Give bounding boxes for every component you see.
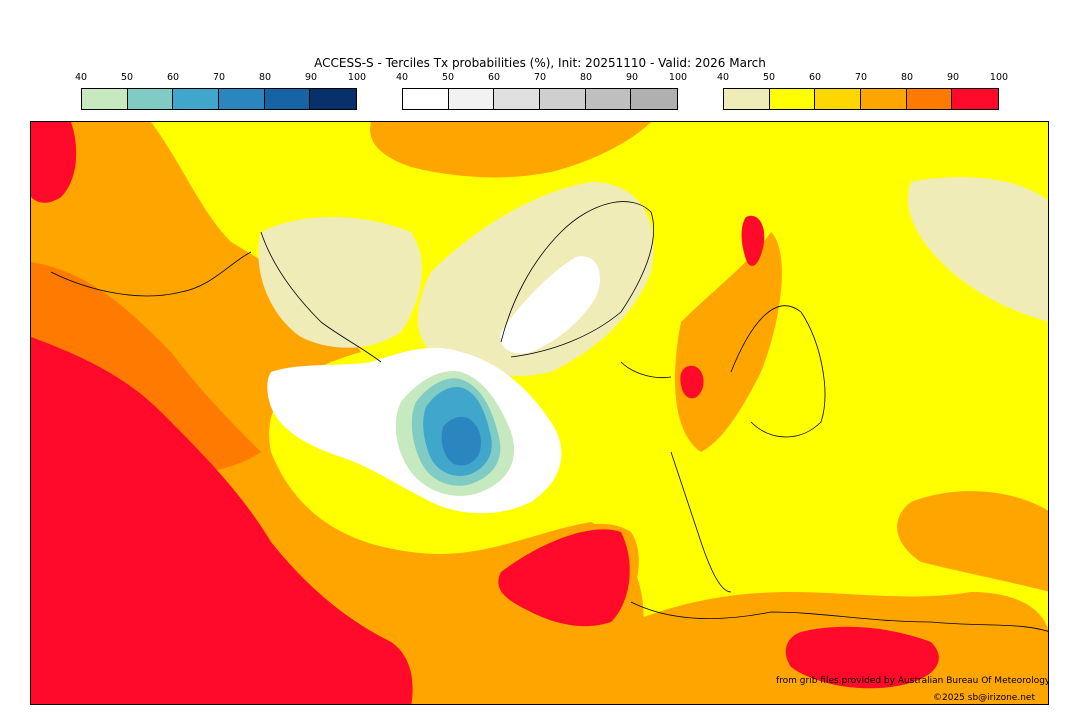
legend-swatch: [173, 89, 220, 109]
coastlines: [50, 201, 1048, 632]
legend-swatch: [494, 89, 541, 109]
legend-tick-label: 100: [668, 72, 688, 83]
legend-tick-label: 50: [120, 72, 134, 83]
legend-tick-label: 60: [166, 72, 180, 83]
legend-colorbar: [402, 88, 678, 110]
orange-region-east: [897, 491, 1048, 592]
legend-swatch: [82, 89, 128, 109]
legend-tick-label: 90: [625, 72, 639, 83]
pale-region-greenland: [417, 182, 654, 376]
legend-tick-label: 100: [989, 72, 1009, 83]
legend-normal: 40 50 60 70 80 90 100: [396, 72, 687, 112]
legend-swatch: [310, 89, 357, 109]
legend-tick-label: 60: [808, 72, 822, 83]
red-region-norway: [741, 215, 765, 266]
source-credit: from grib files provided by Australian B…: [776, 676, 1049, 686]
legend-swatch: [448, 89, 495, 109]
legend-tick-label: 90: [946, 72, 960, 83]
legend-tick-label: 60: [487, 72, 501, 83]
red-region-northwest: [31, 122, 77, 203]
pale-region-canada: [258, 217, 422, 348]
legend-tick-label: 50: [441, 72, 455, 83]
legend-swatch: [952, 89, 999, 109]
red-region-mediterranean: [785, 626, 939, 689]
map-canvas: [31, 122, 1048, 704]
orange-region-scandinavia: [675, 232, 782, 452]
legend-tick-label: 90: [304, 72, 318, 83]
legend-ticks: 40 50 60 70 80 90 100: [396, 72, 687, 84]
legend-tick-label: 100: [347, 72, 367, 83]
legend-swatch: [861, 89, 907, 109]
legend-below-normal: 40 50 60 70 80 90 100: [75, 72, 366, 112]
legend-tick-label: 70: [212, 72, 226, 83]
legend-above-normal: 40 50 60 70 80 90 100: [717, 72, 1008, 112]
legend-swatch: [540, 89, 586, 109]
normal-region-greenland: [500, 256, 600, 354]
red-region-northsea: [680, 365, 704, 399]
legend-swatch: [724, 89, 770, 109]
legend-tick-label: 40: [395, 72, 409, 83]
legend-colorbar: [81, 88, 357, 110]
legend-swatch: [769, 89, 816, 109]
legend-swatch: [403, 89, 449, 109]
legend-swatch: [219, 89, 265, 109]
legend-tick-label: 80: [900, 72, 914, 83]
pale-region-northeast: [907, 177, 1048, 322]
below-normal-core: [441, 416, 481, 466]
legend-ticks: 40 50 60 70 80 90 100: [75, 72, 366, 84]
legend-tick-label: 70: [854, 72, 868, 83]
legend-swatch: [127, 89, 174, 109]
probability-map: from grib files provided by Australian B…: [30, 121, 1049, 705]
legend-swatch: [585, 89, 632, 109]
legend-tick-label: 40: [716, 72, 730, 83]
red-region-atlantic: [498, 529, 630, 627]
red-region-southwest: [31, 337, 413, 704]
legend-ticks: 40 50 60 70 80 90 100: [717, 72, 1008, 84]
chart-title: ACCESS-S - Terciles Tx probabilities (%)…: [314, 56, 766, 70]
copyright-credit: ©2025 sb@irizone.net: [933, 693, 1035, 703]
legend-swatch: [906, 89, 953, 109]
legend-tick-label: 40: [74, 72, 88, 83]
legend-tick-label: 70: [533, 72, 547, 83]
orange-region-north: [370, 122, 651, 178]
legend-swatch: [815, 89, 862, 109]
legend-colorbar: [723, 88, 999, 110]
legend-swatch: [631, 89, 678, 109]
legend-tick-label: 50: [762, 72, 776, 83]
legend-tick-label: 80: [258, 72, 272, 83]
legend-swatch: [264, 89, 311, 109]
legend-tick-label: 80: [579, 72, 593, 83]
